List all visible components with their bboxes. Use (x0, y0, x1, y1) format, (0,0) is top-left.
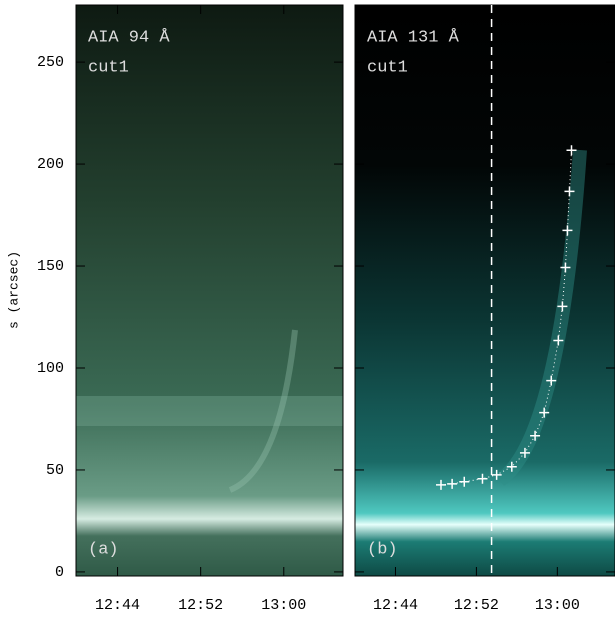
point (491, 469, 502, 480)
point (557, 301, 568, 312)
point (560, 262, 571, 273)
point (435, 479, 446, 490)
feature (228, 329, 298, 493)
point (459, 476, 470, 487)
y-tick-label: 250 (37, 54, 64, 71)
y-tick-label: 50 (46, 462, 64, 479)
panel-subtitle: cut1 (88, 58, 129, 77)
point (566, 145, 577, 156)
panel-label: (b) (367, 540, 398, 559)
y-tick-label: 100 (37, 360, 64, 377)
point (530, 430, 541, 441)
point (564, 186, 575, 197)
y-tick-label: 200 (37, 156, 64, 173)
panel-image (76, 5, 343, 576)
panel-image (355, 5, 615, 576)
y-tick-label: 150 (37, 258, 64, 275)
point (506, 461, 517, 472)
frame (75, 4, 344, 577)
point (562, 225, 573, 236)
point (477, 473, 488, 484)
panel-title: AIA 131 Å (367, 28, 460, 47)
point (553, 335, 564, 346)
fit-line (440, 150, 572, 486)
point (539, 407, 550, 418)
y-axis-label: s (arcsec) (6, 251, 21, 329)
x-tick-label: 13:00 (535, 597, 580, 614)
x-tick-label: 12:44 (95, 597, 140, 614)
x-tick-label: 12:44 (373, 597, 418, 614)
feature (495, 149, 587, 486)
point (546, 375, 557, 386)
panel-subtitle: cut1 (367, 58, 408, 77)
y-tick-label: 0 (55, 564, 64, 581)
point (447, 478, 458, 489)
x-tick-label: 12:52 (454, 597, 499, 614)
x-tick-label: 13:00 (261, 597, 306, 614)
band (76, 396, 343, 426)
x-tick-label: 12:52 (178, 597, 223, 614)
panel-label: (a) (88, 540, 119, 559)
point (519, 447, 530, 458)
frame (354, 4, 615, 577)
panel-title: AIA 94 Å (88, 28, 170, 47)
